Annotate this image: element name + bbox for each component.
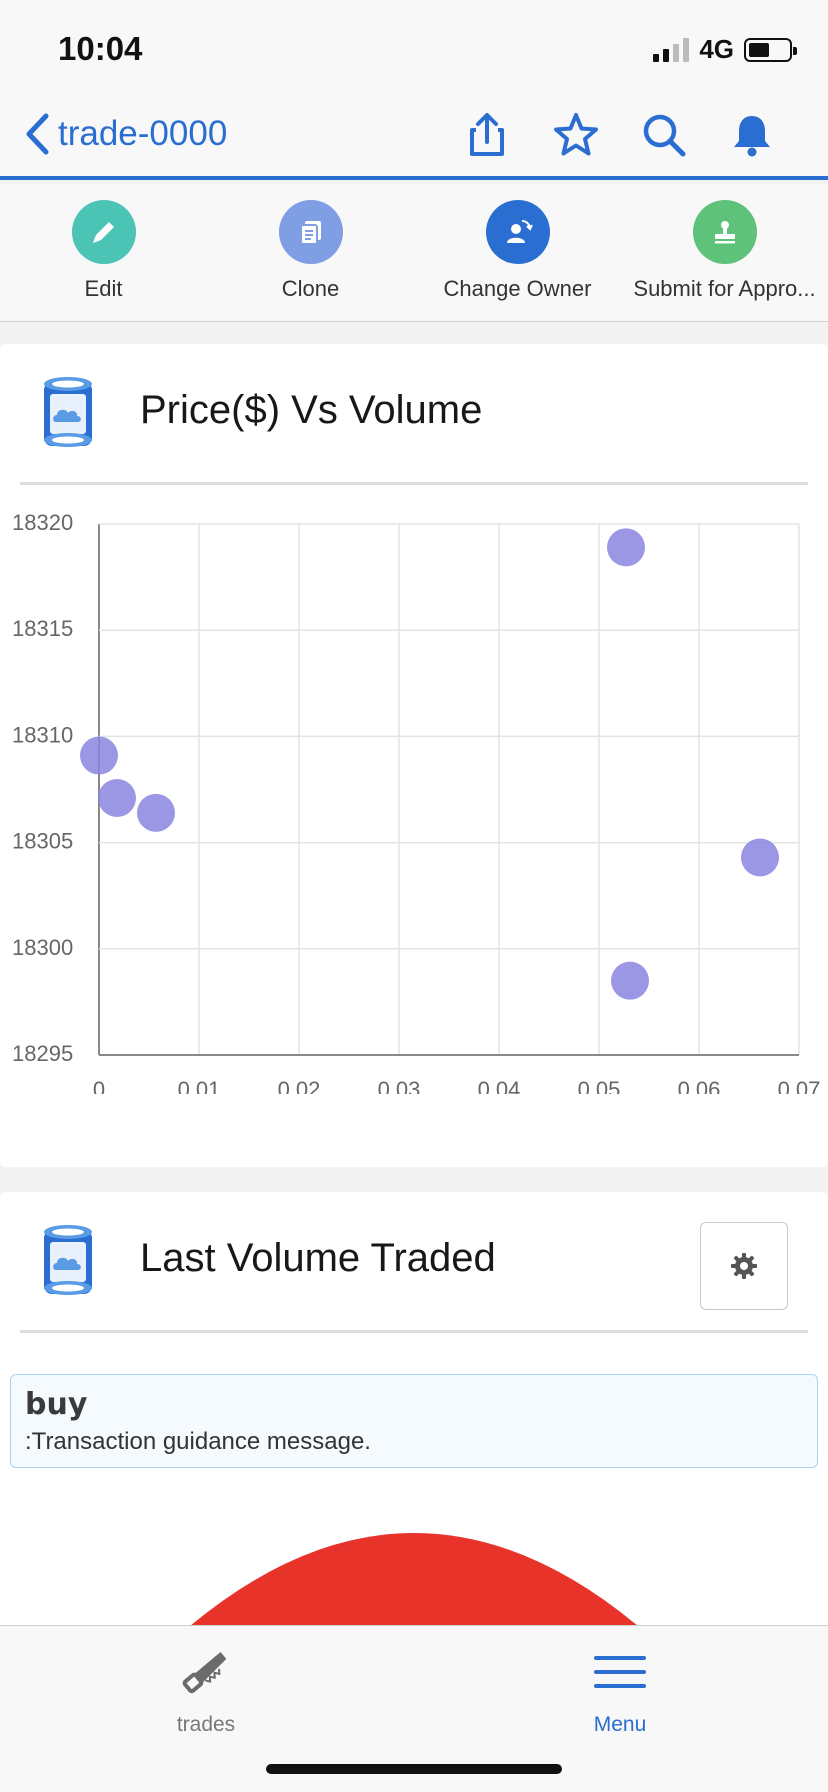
edit-action-circle (71, 200, 136, 264)
clone-action-circle (278, 200, 343, 264)
tab-menu-label: Menu (593, 1713, 647, 1736)
change-owner-action-circle (485, 200, 550, 264)
chart-card: Price($) Vs Volume 0 0.01 0.02 0.03 0.04 0.05… (0, 344, 828, 1167)
scatter-point (80, 736, 118, 775)
clone-icon (299, 221, 321, 245)
scatter-point (611, 961, 649, 1000)
search-icon (643, 114, 686, 157)
record-name: trade-0000 (58, 114, 228, 153)
tab-trades-label: trades (176, 1713, 236, 1736)
status-indicators: 4G (653, 34, 797, 65)
change-owner-action[interactable]: Change Owner (414, 200, 621, 302)
favorite-button[interactable] (551, 110, 601, 160)
message-title: buy (25, 1387, 88, 1422)
y-tick-label: 18315 (12, 616, 73, 641)
volume-card-header: Last Volume Traded (0, 1192, 828, 1333)
x-tick-label: 0.05 (578, 1077, 621, 1094)
saw-icon (182, 1651, 227, 1694)
signal-icon (653, 37, 690, 62)
clone-action-label: Clone (281, 276, 340, 301)
back-button[interactable]: trade-0000 (22, 112, 227, 156)
battery-icon (744, 37, 797, 62)
hamburger-icon (594, 1656, 646, 1688)
x-tick-label: 0.01 (178, 1077, 221, 1094)
edit-action-label: Edit (84, 276, 123, 301)
bell-icon (734, 116, 770, 157)
scatter-point (607, 528, 645, 567)
message-body: :Transaction guidance message. (25, 1428, 371, 1455)
database-cloud-icon (44, 1225, 92, 1295)
x-tick-label: 0.03 (378, 1077, 421, 1094)
chart-card-title: Price($) Vs Volume (140, 388, 483, 432)
gauge (0, 1500, 828, 1626)
submit-approval-action-label: Submit for Appro... (633, 276, 816, 301)
notifications-button[interactable] (727, 110, 777, 160)
star-icon (554, 113, 598, 156)
volume-card-divider (20, 1330, 808, 1333)
status-time: 10:04 (58, 30, 143, 67)
stamp-icon (714, 221, 735, 244)
gear-icon (731, 1253, 757, 1279)
y-tick-label: 18295 (12, 1041, 73, 1066)
edit-action[interactable]: Edit (0, 200, 207, 302)
x-tick-label: 0.02 (278, 1077, 321, 1094)
scatter-point (741, 838, 779, 877)
x-tick-label: 0.06 (678, 1077, 721, 1094)
database-cloud-icon (44, 377, 92, 447)
transaction-message: buy :Transaction guidance message. (10, 1374, 818, 1468)
chart-card-divider (20, 482, 808, 485)
clone-action[interactable]: Clone (207, 200, 414, 302)
scatter-point (98, 778, 136, 817)
submit-approval-action[interactable]: Submit for Appro... (621, 200, 828, 302)
y-tick-label: 18320 (12, 510, 73, 535)
chevron-left-icon (26, 113, 49, 155)
change-owner-action-label: Change Owner (443, 276, 592, 301)
x-tick-label: 0.04 (478, 1077, 521, 1094)
tab-trades[interactable]: trades (106, 1642, 306, 1737)
pencil-icon (92, 222, 114, 243)
home-indicator (266, 1764, 562, 1774)
chart-card-header: Price($) Vs Volume (0, 344, 828, 485)
scatter-point (137, 793, 175, 832)
tab-menu[interactable]: Menu (520, 1642, 720, 1737)
scatter-chart-svg: 0 0.01 0.02 0.03 0.04 0.05 0.06 0.07 18295 18300 1… (12, 510, 821, 1102)
y-tick-label: 18300 (12, 935, 73, 960)
settings-button[interactable] (700, 1222, 788, 1310)
gauge-svg (190, 1533, 638, 1626)
action-bar: Edit Clone Change Owner Submit for Appro… (0, 184, 828, 322)
volume-card-title: Last Volume Traded (140, 1236, 496, 1280)
search-button[interactable] (639, 110, 689, 160)
share-button[interactable] (462, 110, 512, 160)
x-tick-label: 0.07 (778, 1077, 821, 1094)
gauge-arc (190, 1533, 638, 1626)
submit-approval-action-circle (692, 200, 757, 264)
change-owner-icon (506, 219, 533, 243)
status-bar: 10:04 4G (0, 0, 828, 96)
y-tick-label: 18305 (12, 829, 73, 854)
y-tick-label: 18310 (12, 722, 73, 747)
nav-bar: trade-0000 (0, 96, 828, 180)
x-tick-label: 0 (93, 1077, 105, 1094)
network-label: 4G (699, 34, 734, 64)
scatter-chart: 0 0.01 0.02 0.03 0.04 0.05 0.06 0.07 18295 18300 1… (0, 494, 828, 1102)
share-icon (470, 113, 504, 156)
